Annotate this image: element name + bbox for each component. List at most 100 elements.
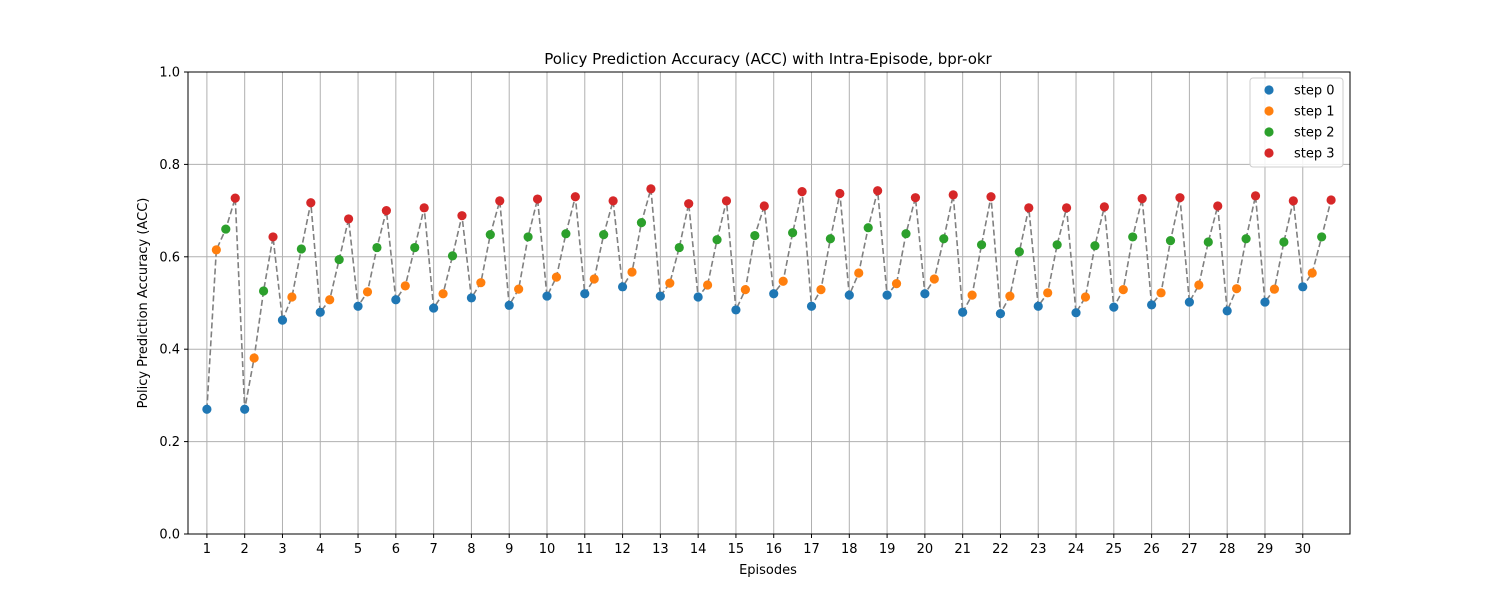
data-point-step-1	[1269, 284, 1280, 294]
legend-label: step 1	[1294, 105, 1335, 120]
data-point-step-1	[1156, 288, 1166, 298]
data-point-step-2	[258, 286, 269, 296]
data-point-step-0	[429, 303, 439, 313]
x-tick-label: 4	[316, 542, 324, 557]
x-tick-label: 28	[1219, 542, 1236, 557]
data-point-step-3	[344, 214, 354, 224]
data-point-step-1	[1118, 285, 1128, 295]
data-point-step-3	[1175, 193, 1185, 203]
data-point-step-1	[1080, 292, 1091, 302]
x-tick-label: 7	[429, 542, 437, 557]
data-point-step-1	[665, 278, 675, 288]
legend: step 0 step 1 step 2 step 3	[1249, 77, 1344, 168]
data-point-step-1	[929, 274, 939, 284]
data-points	[202, 184, 1336, 414]
data-point-step-0	[277, 315, 288, 325]
data-point-step-2	[1052, 240, 1062, 250]
x-tick-label: 2	[241, 542, 249, 557]
data-point-step-3	[570, 192, 580, 202]
x-tick-label: 3	[278, 542, 286, 557]
data-point-step-3	[268, 232, 278, 242]
data-point-step-1	[325, 295, 335, 305]
data-point-step-2	[901, 229, 911, 239]
data-point-step-2	[636, 218, 647, 228]
x-tick-label: 5	[354, 542, 362, 557]
data-point-step-0	[353, 301, 363, 311]
data-point-step-2	[1014, 247, 1024, 257]
data-point-step-3	[835, 188, 845, 199]
data-point-step-2	[221, 224, 231, 234]
data-point-step-3	[986, 192, 996, 202]
legend-marker	[1264, 85, 1274, 95]
data-point-step-2	[1241, 234, 1251, 244]
data-point-step-3	[230, 193, 240, 203]
data-point-step-0	[617, 282, 628, 292]
data-point-step-0	[504, 300, 514, 310]
data-point-step-0	[1184, 297, 1194, 307]
data-point-step-1	[589, 274, 599, 284]
data-point-step-0	[769, 289, 779, 299]
data-point-step-2	[712, 235, 722, 245]
x-tick-label: 15	[728, 542, 745, 557]
data-point-step-1	[514, 284, 524, 294]
data-point-step-2	[863, 223, 873, 233]
data-point-step-3	[873, 186, 883, 196]
data-point-step-3	[684, 199, 694, 209]
y-tick-label: 1.0	[159, 66, 180, 81]
y-axis-label: Policy Prediction Accuracy (ACC)	[136, 198, 151, 409]
data-point-step-0	[693, 292, 703, 302]
data-point-step-3	[457, 211, 467, 221]
legend-box	[1249, 77, 1344, 168]
data-point-step-2	[372, 242, 382, 253]
x-tick-label: 17	[803, 542, 820, 557]
data-point-step-0	[466, 293, 477, 303]
y-tick-label: 0.6	[159, 250, 180, 265]
data-point-step-1	[816, 285, 826, 295]
data-point-step-1	[891, 278, 902, 289]
chart-title: Policy Prediction Accuracy (ACC) with In…	[544, 50, 992, 68]
x-axis: 1 2 3 4 5 6 7 8 9 10 11 12 13 14 15 16 17 18 19 20 21 22 23 24 2…	[203, 534, 1311, 557]
data-point-step-2	[788, 228, 798, 238]
data-point-step-0	[995, 309, 1006, 319]
data-point-step-2	[674, 242, 684, 253]
y-tick-label: 0.4	[159, 343, 180, 358]
data-point-step-1	[740, 285, 750, 295]
data-point-step-1	[1232, 284, 1242, 294]
y-tick-label: 0.0	[159, 528, 180, 543]
data-point-step-2	[334, 254, 344, 265]
x-tick-label: 25	[1106, 542, 1123, 557]
data-point-step-3	[495, 196, 505, 206]
data-point-step-2	[1317, 232, 1327, 242]
data-point-step-3	[1137, 193, 1147, 204]
data-point-step-2	[296, 244, 306, 254]
x-tick-label: 26	[1143, 542, 1160, 557]
data-point-step-0	[1033, 301, 1043, 311]
legend-marker	[1264, 127, 1274, 137]
data-point-step-3	[948, 190, 958, 200]
data-point-step-0	[1147, 300, 1157, 310]
data-point-step-2	[410, 242, 420, 253]
x-tick-label: 23	[1030, 542, 1047, 557]
legend-marker	[1264, 106, 1274, 116]
data-point-step-1	[702, 280, 713, 290]
data-point-step-1	[400, 281, 410, 291]
data-point-step-2	[1165, 236, 1176, 246]
data-point-step-1	[967, 290, 977, 300]
data-point-step-3	[797, 187, 807, 197]
x-tick-label: 27	[1181, 542, 1198, 557]
x-tick-label: 30	[1294, 542, 1311, 557]
x-tick-label: 19	[879, 542, 896, 557]
legend-label: step 2	[1294, 126, 1335, 141]
x-tick-label: 14	[690, 542, 707, 557]
data-point-step-3	[306, 198, 316, 208]
data-point-step-0	[1298, 282, 1308, 292]
data-point-step-1	[854, 268, 864, 278]
x-tick-label: 24	[1068, 542, 1085, 557]
data-point-step-0	[1109, 302, 1119, 312]
data-point-step-0	[315, 307, 325, 317]
grid	[188, 71, 1350, 535]
data-point-step-2	[750, 230, 760, 241]
connector-line-group	[206, 188, 1332, 410]
x-tick-label: 16	[765, 542, 782, 557]
